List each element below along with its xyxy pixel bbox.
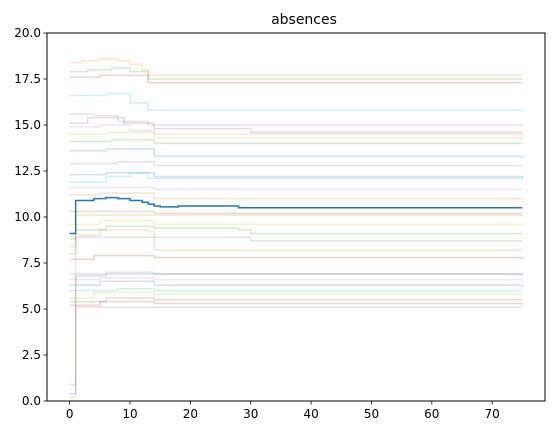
background-series-line-22: [69, 271, 523, 275]
background-series-line-21: [69, 254, 524, 261]
y-tick-label: 0.0: [22, 394, 41, 408]
main-series-line: [69, 196, 523, 235]
y-tick-label: 17.5: [14, 72, 41, 86]
y-tick-label: 5.0: [22, 302, 41, 316]
background-series-line-16: [69, 210, 523, 215]
y-tick-label: 15.0: [14, 118, 41, 132]
y-tick-label: 2.5: [22, 348, 41, 362]
y-tick-label: 10.0: [14, 210, 41, 224]
x-tick-label: 30: [243, 407, 258, 421]
axes-frame: [46, 32, 546, 402]
background-series-line-25: [69, 288, 523, 292]
background-series-line-7: [69, 124, 524, 137]
x-tick-label: 50: [364, 407, 379, 421]
background-series-line-24: [69, 280, 524, 287]
x-tick-label: 0: [66, 407, 74, 421]
background-series-line-9: [69, 138, 523, 145]
background-series-line-12: [69, 172, 524, 179]
background-series-line-8: [69, 131, 524, 140]
x-tick-label: 20: [183, 407, 198, 421]
y-axis: 0.0 2.5 5.0 7.5 10.0 12.5 15.0 17.5 20.0: [14, 26, 47, 408]
background-series-line-1: [69, 58, 523, 77]
plot-area: [69, 58, 524, 399]
background-series-line-2: [69, 67, 523, 80]
x-tick-label: 60: [424, 407, 439, 421]
background-series-line-30: [69, 273, 524, 395]
background-series-line-4: [69, 92, 524, 113]
background-series-line-15: [69, 192, 524, 201]
background-series-line-10: [69, 148, 524, 159]
background-series-line-14: [69, 186, 523, 191]
background-series-line-17: [69, 219, 523, 226]
x-axis: 0 10 20 30 40 50 60 70: [66, 401, 500, 421]
background-series-line-6: [69, 116, 523, 134]
background-series-line-23: [69, 276, 524, 282]
background-series-line-3: [69, 74, 523, 84]
x-tick-label: 40: [303, 407, 318, 421]
background-series-line-11: [69, 161, 523, 167]
chart-title: absences: [271, 12, 337, 28]
background-series-line-20: [69, 236, 523, 255]
y-tick-label: 7.5: [22, 256, 41, 270]
background-series-line-19: [69, 229, 523, 251]
background-series-line-28: [69, 300, 524, 307]
background-series-line-26: [69, 291, 523, 299]
background-series-line-27: [69, 297, 523, 303]
y-tick-label: 20.0: [14, 26, 41, 40]
x-tick-label: 10: [122, 407, 137, 421]
y-tick-label: 12.5: [14, 164, 41, 178]
background-series-line-13: [69, 172, 524, 183]
background-series-line-31: [69, 214, 524, 399]
background-series-line-5: [69, 113, 524, 127]
x-tick-label: 70: [485, 407, 500, 421]
background-series-line-29: [69, 306, 523, 386]
